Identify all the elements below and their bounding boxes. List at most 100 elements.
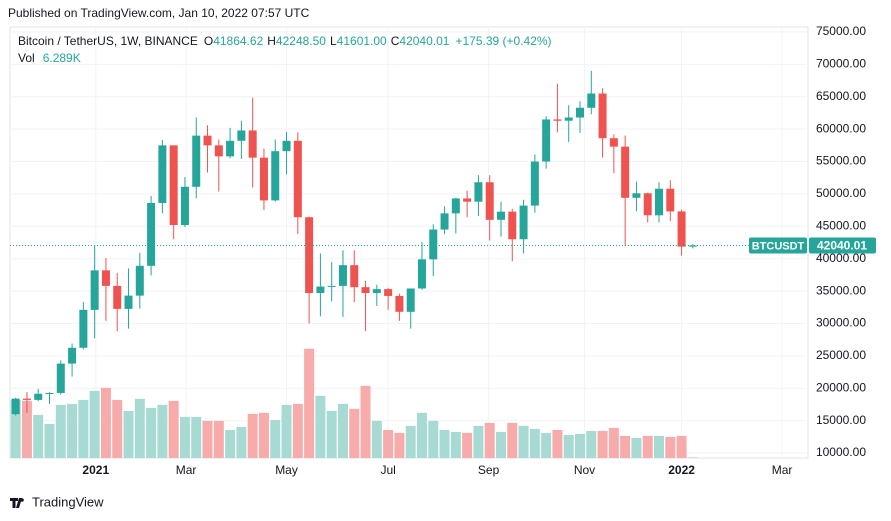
- candle-body: [598, 93, 607, 139]
- ohlc-value: 41601.00: [337, 34, 387, 48]
- y-tick-label: 55000.00: [816, 154, 866, 168]
- y-tick-label: 25000.00: [816, 348, 866, 362]
- candle-body: [169, 145, 178, 226]
- y-tick-label: 50000.00: [816, 186, 866, 200]
- y-tick-label: 75000.00: [816, 24, 866, 38]
- volume-bar: [541, 432, 552, 458]
- volume-bar: [146, 407, 157, 458]
- ohlc-key: C: [391, 34, 400, 48]
- volume-bar: [67, 403, 78, 458]
- volume-bar: [292, 403, 303, 458]
- volume-bar: [134, 398, 145, 458]
- candle-body: [384, 289, 393, 296]
- volume-bar: [518, 425, 529, 458]
- ohlc-key: L: [330, 34, 337, 48]
- volume-bar: [529, 428, 540, 458]
- change: +175.39 (+0.42%): [455, 34, 551, 48]
- candle-body: [259, 157, 268, 201]
- volume-bar: [608, 427, 619, 458]
- last-price-tag-bg: [809, 237, 876, 254]
- volume-bar: [631, 437, 642, 458]
- volume-bar: [405, 425, 416, 458]
- volume-bar: [654, 435, 665, 458]
- y-tick-label: 45000.00: [816, 218, 866, 232]
- volume-bar: [416, 412, 427, 458]
- candle-body: [395, 295, 404, 312]
- y-tick-label: 10000.00: [816, 445, 866, 459]
- volume-bar: [225, 429, 236, 458]
- candle-body: [564, 117, 573, 121]
- x-tick-label: Sep: [478, 463, 500, 477]
- volume-bar: [383, 429, 394, 458]
- volume-bar: [462, 432, 473, 458]
- candle-body: [180, 186, 189, 226]
- candle-body: [655, 188, 664, 216]
- volume-bar: [349, 408, 360, 458]
- candle-body: [576, 107, 584, 118]
- volume-bar: [179, 416, 190, 458]
- symbol-tag-bg: [749, 237, 807, 254]
- y-tick-label: 30000.00: [816, 316, 866, 330]
- volume-bar: [575, 433, 585, 458]
- candle-body: [68, 347, 77, 364]
- x-tick-label: 2021: [82, 463, 109, 477]
- candle-body: [508, 211, 517, 240]
- volume-bar: [450, 431, 461, 458]
- volume-bar: [676, 435, 687, 458]
- candle-body: [316, 286, 325, 294]
- published-note: Published on TradingView.com, Jan 10, 20…: [8, 6, 310, 20]
- candle-body: [463, 198, 472, 202]
- volume-bar: [202, 420, 213, 458]
- logo-icon: [10, 498, 22, 508]
- volume-bar: [247, 413, 258, 458]
- volume-bar: [552, 429, 563, 458]
- candle-body: [11, 398, 20, 415]
- volume-bar: [89, 390, 100, 458]
- candle-body: [271, 151, 280, 201]
- candle-body: [327, 285, 336, 287]
- y-tick-label: 60000.00: [816, 121, 866, 135]
- candle-body: [553, 119, 562, 121]
- volume-bar: [665, 436, 676, 458]
- volume-bar: [168, 400, 179, 458]
- volume-bar: [484, 422, 495, 458]
- volume-bar: [33, 414, 44, 458]
- volume-bar: [597, 430, 608, 458]
- candle-body: [192, 135, 201, 187]
- candle-body: [135, 265, 144, 296]
- logo-dot: [20, 498, 24, 502]
- volume-bar: [394, 432, 405, 458]
- volume-bar: [44, 423, 55, 458]
- volume-bar: [687, 457, 698, 458]
- candle-body: [203, 135, 212, 146]
- candle-body: [90, 270, 99, 310]
- candle-body: [338, 265, 347, 286]
- volume-bar: [326, 410, 337, 458]
- candle-body: [474, 182, 483, 202]
- x-tick-label: Mar: [772, 463, 793, 477]
- candle-body: [429, 229, 438, 260]
- volume-bar: [507, 422, 518, 458]
- ohlc-value: 41864.62: [213, 34, 263, 48]
- volume-key: Vol: [18, 51, 35, 65]
- x-tick-label: Nov: [574, 463, 595, 477]
- candle-body: [666, 188, 675, 212]
- candle-body: [677, 211, 686, 247]
- candle-body: [158, 145, 167, 203]
- symbol: Bitcoin / TetherUS, 1W, BINANCE: [18, 34, 198, 48]
- volume-bar: [55, 404, 66, 458]
- candle-body: [440, 213, 449, 230]
- volume-bar: [428, 420, 439, 458]
- volume-bar: [642, 435, 653, 458]
- volume-value: 6.289K: [43, 51, 81, 65]
- candle-body: [226, 140, 235, 157]
- x-tick-label: May: [275, 463, 298, 477]
- x-tick-label: Mar: [176, 463, 197, 477]
- volume-bar: [78, 399, 89, 458]
- volume-bar: [21, 400, 32, 458]
- candle-body: [147, 202, 156, 266]
- candle-body: [496, 211, 505, 220]
- candle-body: [621, 146, 630, 198]
- symbol-legend: Bitcoin / TetherUS, 1W, BINANCE O41864.62…: [18, 34, 552, 48]
